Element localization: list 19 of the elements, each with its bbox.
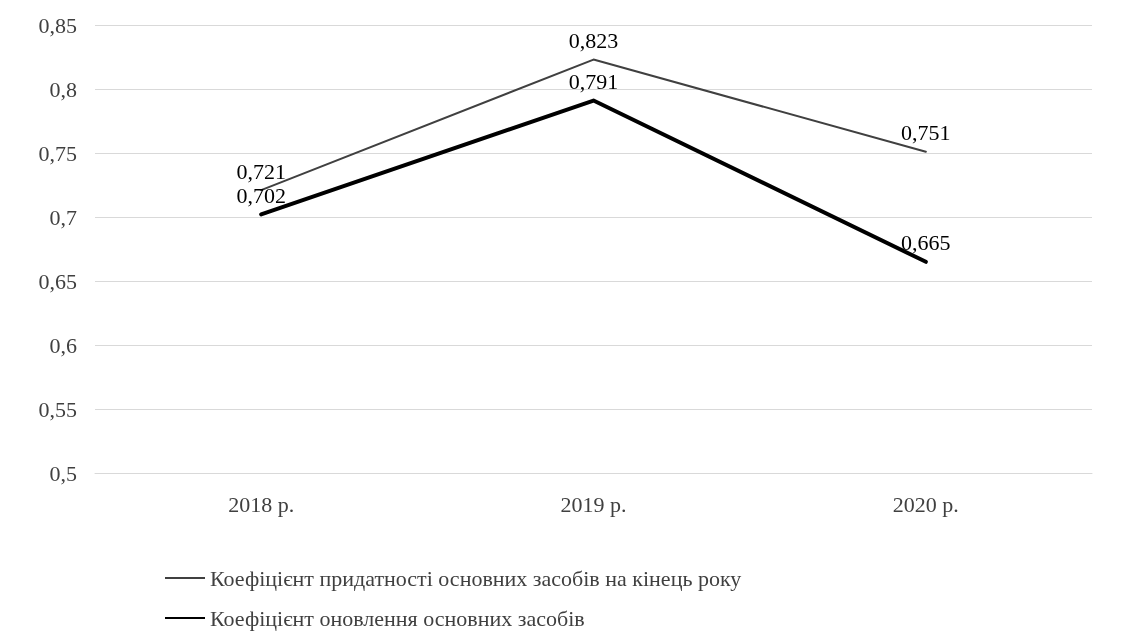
y-tick-label: 0,85 [38, 12, 77, 38]
data-label: 0,791 [568, 69, 619, 95]
data-label: 0,721 [236, 158, 286, 184]
data-label: 0,665 [901, 230, 951, 256]
x-tick-label: 2019 р. [560, 491, 627, 517]
y-tick-label: 0,5 [49, 460, 77, 486]
y-tick-label: 0,55 [38, 396, 77, 422]
legend-label: Коефіцієнт оновлення основних засобів [210, 605, 585, 631]
x-tick-label: 2020 р. [892, 491, 959, 517]
legend-label: Коефіцієнт придатності основних засобів на кінець року [210, 565, 742, 591]
x-tick-label: 2018 р. [228, 491, 295, 517]
y-tick-label: 0,65 [38, 268, 77, 294]
y-tick-label: 0,7 [49, 204, 77, 230]
data-label: 0,702 [236, 182, 286, 208]
y-tick-label: 0,8 [49, 76, 77, 102]
y-tick-label: 0,75 [38, 140, 77, 166]
y-tick-label: 0,6 [49, 332, 77, 358]
data-label: 0,823 [568, 28, 619, 54]
data-label: 0,751 [901, 120, 951, 146]
